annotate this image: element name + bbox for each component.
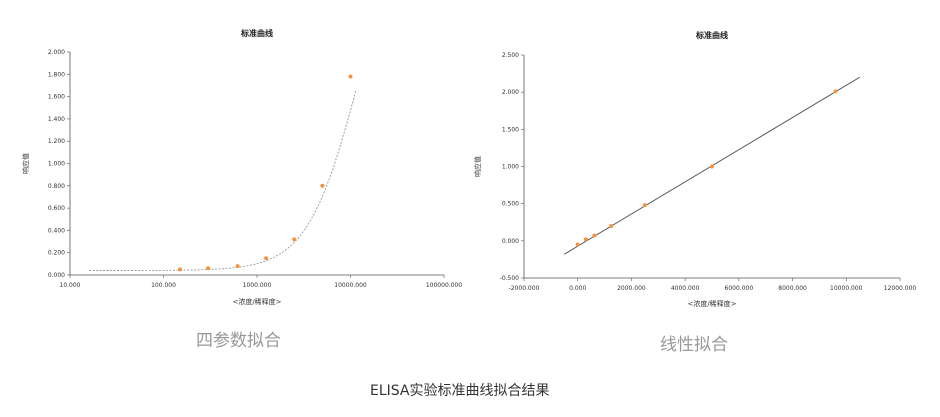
chart1-y-tick-label: 1.600: [48, 94, 65, 101]
chart1-y-tick-label: 0.000: [48, 272, 65, 279]
chart1-title: 标准曲线: [240, 28, 273, 38]
chart2-y-tick-label: 1.500: [502, 126, 519, 133]
chart1-data-point: [264, 256, 269, 261]
caption-linear: 线性拟合: [660, 335, 728, 355]
chart1-y-tick-label: 1.400: [48, 116, 65, 123]
caption-4pl: 四参数拟合: [196, 331, 281, 351]
chart2-x-tick-label: 2000.000: [617, 285, 646, 292]
chart1-x-tick-label: 100.000: [151, 282, 176, 289]
chart2-y-tick-label: 0.000: [502, 238, 519, 245]
chart1-x-tick-label: 10000.000: [334, 282, 367, 289]
chart1-data-point: [348, 74, 353, 79]
chart2-x-axis-label: <浓度/稀释度>: [687, 299, 736, 308]
chart1-x-tick-label: 1000.000: [243, 282, 272, 289]
chart2-y-tick-label: 2.500: [502, 52, 519, 59]
chart2-data-point: [592, 233, 597, 238]
chart2-y-tick-label: 0.500: [502, 201, 519, 208]
chart1-y-tick-label: 0.600: [48, 205, 65, 212]
chart2-y-axis-label: 响应值: [473, 156, 482, 177]
chart2-x-tick-label: 4000.000: [671, 285, 700, 292]
chart2-data-point: [642, 203, 647, 208]
chart1-fit-curve: [89, 89, 357, 271]
chart2-x-tick-label: 8000.000: [778, 285, 807, 292]
chart2-y-tick-label: 2.000: [502, 89, 519, 96]
chart1-x-tick-label: 100000.000: [426, 282, 462, 289]
chart2-x-tick-label: -2000.000: [509, 285, 540, 292]
chart1-y-tick-label: 0.200: [48, 250, 65, 257]
chart1-data-point: [206, 266, 211, 271]
chart1-y-tick-label: 0.800: [48, 183, 65, 190]
chart1-data-point: [320, 183, 325, 188]
chart2-data-point: [710, 164, 714, 169]
chart2-x-tick-label: 6000.000: [725, 285, 754, 292]
chart1-x-tick-label: 10.000: [60, 282, 81, 289]
chart1-y-tick-label: 1.800: [48, 71, 65, 78]
chart1-y-tick-label: 1.000: [48, 161, 65, 168]
chart1-data-point: [292, 237, 297, 242]
chart1-y-axis-label: 响应值: [21, 153, 30, 174]
chart2-data-point: [583, 237, 588, 242]
chart2-data-point: [609, 223, 614, 228]
chart1-x-axis-label: <浓度/稀释度>: [232, 297, 281, 306]
chart1-y-tick-label: 1.200: [48, 138, 65, 145]
chart2-data-point: [833, 89, 838, 94]
chart2-x-tick-label: 0.000: [569, 285, 586, 292]
chart2-y-tick-label: 1.000: [502, 164, 519, 171]
chart2-x-tick-label: 12000.000: [884, 285, 917, 292]
chart2-data-point: [575, 242, 580, 247]
chart1-y-tick-label: 0.400: [48, 227, 65, 234]
chart1-y-tick-label: 2.000: [48, 49, 65, 56]
chart2-title: 标准曲线: [695, 30, 728, 40]
chart1-data-point: [235, 264, 240, 269]
chart1-data-point: [177, 267, 182, 272]
chart2-x-tick-label: 10000.000: [830, 285, 863, 292]
figure-footer: ELISA实验标准曲线拟合结果: [370, 383, 550, 399]
chart2-y-tick-label: -0.500: [500, 275, 520, 282]
